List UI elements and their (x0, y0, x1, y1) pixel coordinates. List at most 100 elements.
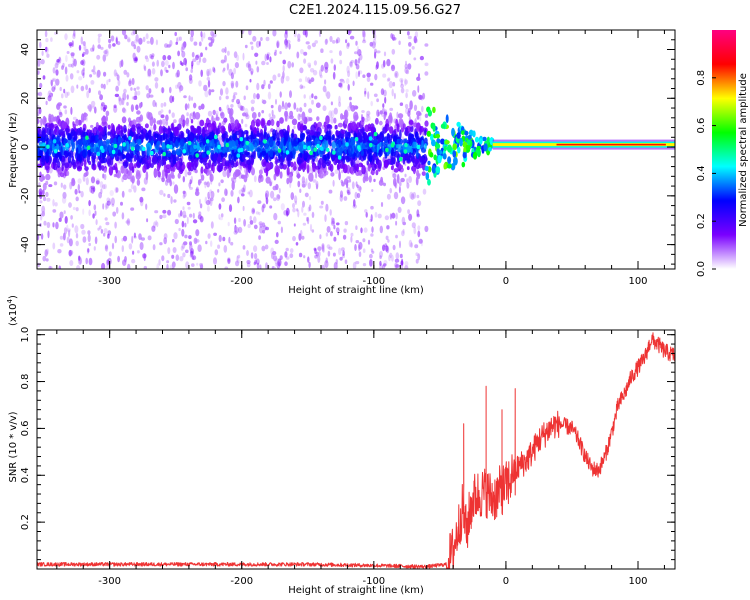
spectrogram-band-cell (91, 155, 97, 160)
spectrogram-speckle (77, 178, 82, 184)
spectrogram-speckle (366, 110, 371, 116)
spectrogram-speckle (389, 252, 393, 258)
spectrogram-speckle (257, 200, 262, 205)
spectrogram-speckle (163, 233, 168, 240)
spectrogram-speckle (178, 36, 182, 41)
spectrogram-band-cell (301, 111, 306, 122)
spectrogram-speckle (358, 244, 361, 251)
spectrogram-band-cell (424, 113, 429, 119)
spectrogram-speckle (240, 105, 245, 112)
spectrogram-speckle (407, 31, 410, 36)
spectrogram-speckle (398, 40, 401, 46)
spectrogram-speckle (279, 91, 282, 98)
spectrogram-speckle (45, 191, 49, 197)
spectrogram-band-cell (60, 146, 63, 155)
spectrogram-band-cell (410, 147, 413, 154)
spectrogram-band-cell (275, 156, 278, 166)
spectrogram-speckle (164, 66, 167, 72)
spectrogram-speckle (48, 265, 52, 269)
spectrogram-speckle (59, 86, 62, 92)
spectrogram-transition-cell (452, 150, 457, 158)
spectrogram-speckle (270, 104, 274, 109)
spectrogram-band-cell (318, 157, 323, 165)
spectrogram-band-cell (106, 155, 112, 165)
spectrogram-speckle (90, 47, 94, 52)
spectrogram-band-cell (398, 164, 404, 170)
spectrogram-band-cell (130, 104, 134, 112)
spectrogram-speckle (107, 233, 110, 239)
spectrogram-speckle (233, 95, 236, 99)
spectrogram-speckle (314, 95, 318, 100)
spectrogram-speckle (70, 215, 73, 220)
spectrogram-speckle (399, 102, 404, 106)
spectrogram-speckle (151, 68, 156, 75)
spectrogram-band-cell (405, 130, 409, 137)
spectrogram-speckle (332, 179, 335, 187)
spectrogram-speckle (95, 219, 98, 226)
spectrogram-speckle (58, 265, 62, 269)
spectrogram-speckle (315, 172, 318, 179)
spectrogram-speckle (254, 253, 258, 260)
spectrogram-speckle (185, 261, 190, 269)
spectrogram-speckle (307, 256, 310, 263)
spectrogram-speckle (165, 69, 169, 73)
spectrogram-band-cell (242, 154, 246, 161)
spectrogram-speckle (104, 245, 108, 252)
spectrogram-speckle (161, 118, 166, 126)
spectrogram-speckle (195, 186, 199, 192)
spectrogram-speckle (357, 58, 361, 64)
spectrogram-speckle (275, 98, 277, 105)
snr-x-ticks: -300 -200 -100 0 100 (56, 330, 665, 587)
spectrogram-speckle (416, 76, 421, 82)
spectrogram-band-cell (368, 152, 373, 163)
spectrogram-speckle (359, 185, 362, 193)
spectrogram-speckle (186, 216, 189, 225)
spectrogram-speckle (287, 60, 292, 69)
spectrogram-band-cell (288, 174, 293, 184)
spectrogram-speckle (134, 90, 138, 98)
spectrogram-peak-cell (101, 148, 105, 153)
spectrogram-speckle (400, 83, 404, 89)
spectrogram-speckle (163, 237, 167, 245)
spectrogram-speckle (41, 50, 44, 56)
spectrogram-speckle (78, 44, 82, 51)
spectrogram-speckle (126, 72, 130, 78)
spectrogram-speckle (180, 210, 183, 217)
spectrogram-speckle (213, 257, 217, 265)
spectrogram-speckle (195, 239, 200, 243)
spectrogram-speckle (265, 226, 269, 231)
spectrogram-speckle (160, 114, 165, 119)
spectrogram-speckle (238, 217, 241, 223)
spectrogram-speckle (146, 93, 151, 99)
spectrogram-band-cell (406, 166, 410, 171)
spectrogram-band-cell (340, 160, 344, 169)
spectrogram-transition-cell (457, 146, 461, 154)
spectrogram-transition-cell (463, 146, 467, 154)
spectrogram-band-cell (131, 175, 135, 184)
spectrogram-speckle (217, 244, 221, 249)
spectrogram-band-cell (384, 153, 388, 159)
spectrogram-speckle (62, 184, 67, 190)
spectrogram-band-cell (212, 153, 218, 163)
spectrogram-speckle (355, 63, 360, 70)
spectrogram-speckle (68, 238, 73, 247)
spectrogram-band-cell (207, 123, 213, 133)
spectrogram-band-cell (182, 119, 186, 126)
spectrogram-speckle (74, 225, 79, 234)
spectrogram-speckle (262, 229, 265, 234)
spectrogram-band-cell (175, 160, 181, 171)
spectrogram-band-cell (54, 157, 60, 163)
spectrogram-speckle (198, 198, 202, 205)
spectrogram-speckle (346, 189, 350, 194)
spectrogram-speckle (80, 36, 84, 45)
spectrogram-transition-cell (427, 109, 432, 117)
spectrogram-speckle (74, 188, 78, 195)
spectrogram-speckle (37, 59, 41, 67)
spectrogram-speckle (253, 224, 258, 230)
spectrogram-speckle (346, 78, 350, 85)
spectrogram-speckle (224, 266, 229, 269)
spectrogram-band-cell (209, 173, 214, 182)
spectrogram-speckle (70, 85, 75, 94)
spectrogram-band-cell (123, 168, 127, 177)
spectrogram-speckle (347, 70, 351, 78)
